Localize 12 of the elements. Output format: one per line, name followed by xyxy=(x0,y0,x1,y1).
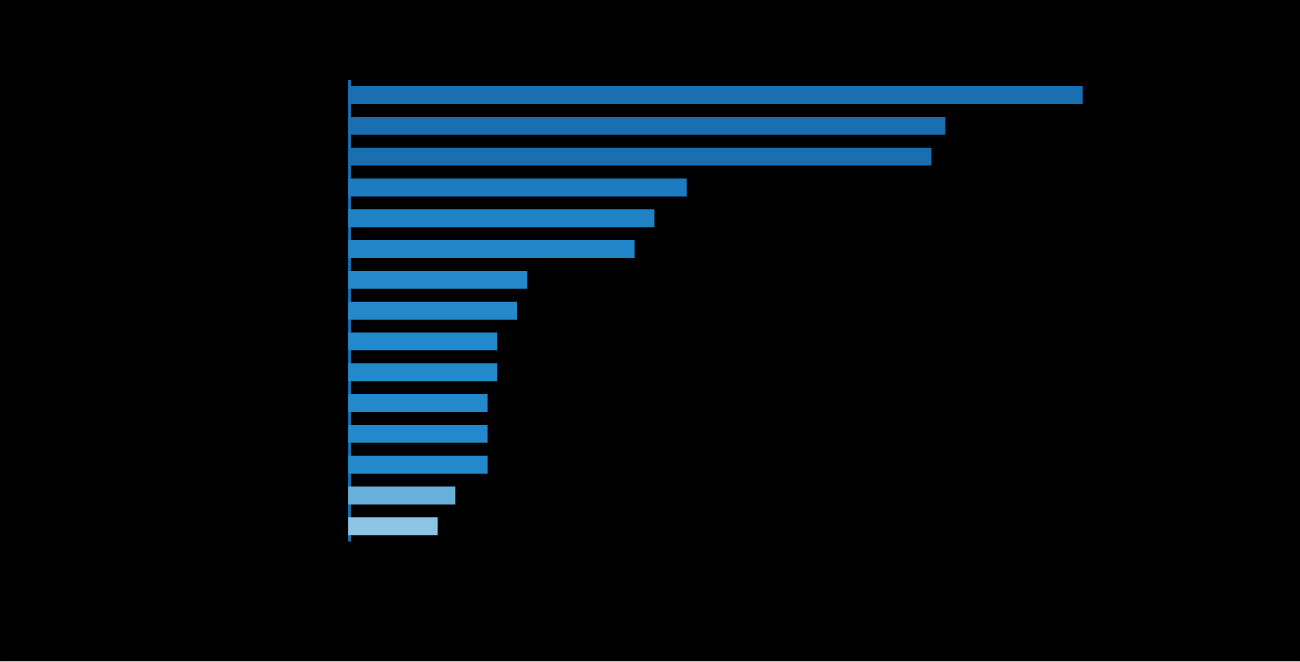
bar xyxy=(348,240,635,259)
bar xyxy=(348,178,687,197)
bar xyxy=(348,517,438,536)
bar xyxy=(348,332,498,351)
bar xyxy=(348,302,518,321)
bar xyxy=(348,271,528,290)
bar xyxy=(348,486,456,505)
bar xyxy=(348,425,488,444)
bar xyxy=(348,363,498,382)
bar xyxy=(348,209,655,228)
bar xyxy=(348,456,488,475)
bar xyxy=(348,394,488,413)
